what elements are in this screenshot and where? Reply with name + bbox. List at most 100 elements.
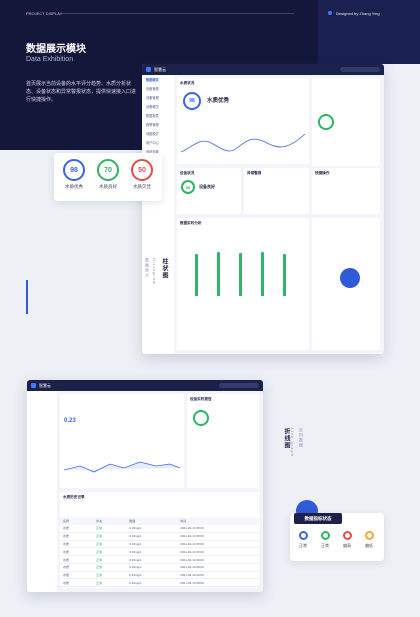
status-label: 偏高 <box>343 543 351 548</box>
legend-item: 50 水质欠佳 <box>126 159 158 190</box>
bar-chart-label: 柱状图 <box>161 258 167 279</box>
status-dot <box>320 531 330 540</box>
detail-window: 智慧云 0.23 设备实时报告 水质历史记录 名称 状态 数值 时间 水质 正常 0… <box>27 380 263 592</box>
status-label: 正常 <box>321 543 329 548</box>
page-subtitle: Data Exhibition <box>26 56 74 63</box>
bullet-icon <box>328 11 332 15</box>
line-chart-sub: Line graph <box>290 428 295 457</box>
quality-status: 水质优秀 <box>207 98 230 104</box>
divider <box>62 13 294 14</box>
table-cell: 水质 <box>60 578 94 588</box>
table-cell: 水质 <box>60 547 94 557</box>
bar <box>283 254 286 296</box>
status-dot <box>298 531 308 540</box>
sidebar-item[interactable]: 设备管理 <box>146 96 159 100</box>
table-row[interactable]: 水质 正常 0.23mg/L 2021-02-10 08:00 <box>60 525 259 533</box>
stats-panel <box>312 78 380 166</box>
shortcut-panel: 快捷操作 <box>312 168 380 214</box>
report-panel: 设备实时报告 <box>187 394 259 488</box>
page-description: 首页展示当前设备的水平评分趋势、水质分析状态、设备状态和异常警报状态，提供快速接… <box>26 81 137 103</box>
accent-bar <box>26 280 28 314</box>
sidebar <box>27 391 57 592</box>
sidebar-item[interactable]: 设备概况 <box>146 105 159 109</box>
panel-title: 设备状况 <box>180 171 195 175</box>
table-row[interactable]: 水质 正常 0.23mg/L 2021-02-10 08:00 <box>60 532 259 541</box>
table-cell: 2021-02-10 08:00 <box>177 540 259 549</box>
status-item: 偏低 <box>360 531 378 549</box>
table-row[interactable]: 水质 正常 0.23mg/L 2021-02-10 08:00 <box>60 555 259 564</box>
sidebar-item[interactable]: 数据报表 <box>146 114 159 118</box>
table-cell: 水质 <box>60 525 94 533</box>
table-cell: 2021-02-10 08:00 <box>177 525 259 533</box>
table-row[interactable]: 水质 正常 0.23mg/L 2021-02-10 08:00 <box>60 547 259 557</box>
score-ring: 98 <box>183 92 201 110</box>
table-cell: 0.23mg/L <box>126 578 178 588</box>
alarm-panel: 异常警报 <box>244 168 309 214</box>
line-chart <box>64 461 180 473</box>
legend-label: 水质优秀 <box>65 184 83 189</box>
table-cell: 0.23mg/L <box>126 532 178 541</box>
table-cell: 正常 <box>93 571 127 580</box>
app-name: 智慧云 <box>154 66 166 72</box>
table-cell: 0.23mg/L <box>126 525 178 533</box>
table-cell: 2021-02-10 08:00 <box>177 532 259 541</box>
bars-panel: 数据实时分析 <box>177 218 309 350</box>
bar <box>239 253 242 296</box>
trend-line-chart <box>181 133 305 153</box>
table-row[interactable]: 水质 正常 0.23mg/L 2021-02-10 08:00 <box>60 578 259 588</box>
table-cell: 2021-02-10 08:00 <box>177 555 259 564</box>
decor-circle <box>340 268 360 288</box>
column-header: 名称 <box>60 517 94 525</box>
bar-chart-sub: Histogram <box>152 258 157 286</box>
table-cell: 0.23mg/L <box>126 571 178 580</box>
panel-title: 设备实时报告 <box>190 397 212 401</box>
legend-label: 水质良好 <box>99 184 117 189</box>
table-cell: 正常 <box>93 547 127 557</box>
history-table-panel: 水质历史记录 名称 状态 数值 时间 水质 正常 0.23mg/L 2021-02-1… <box>60 492 259 588</box>
table-cell: 正常 <box>93 532 127 541</box>
bar <box>195 254 198 296</box>
dashboard-window: 智慧云 数据概览 设备管理 设备管理 设备概况 数据报表 报警管理 地图模式 用… <box>142 64 384 354</box>
status-label: 偏低 <box>365 543 373 548</box>
status-item: 偏高 <box>338 531 356 549</box>
sidebar-item[interactable]: 用户中心 <box>146 141 159 145</box>
table-cell: 2021-02-10 08:00 <box>177 547 259 557</box>
table-cell: 0.23mg/L <box>126 563 178 572</box>
legend-item: 98 水质优秀 <box>58 159 90 190</box>
bar-chart <box>187 246 297 296</box>
top-navbar: 智慧云 <box>142 64 384 75</box>
legend-ring: 98 <box>63 159 85 181</box>
sidebar-item[interactable]: 设备管理 <box>146 87 159 91</box>
column-header: 状态 <box>93 517 127 525</box>
history-table: 名称 状态 数值 时间 水质 正常 0.23mg/L 2021-02-10 08:00… <box>60 517 259 588</box>
sidebar-item[interactable]: 地图模式 <box>146 132 159 136</box>
legend-item: 70 水质良好 <box>92 159 124 190</box>
legend-ring: 50 <box>131 159 153 181</box>
legend-label: 水质欠佳 <box>133 184 151 189</box>
bar <box>217 252 220 296</box>
table-cell: 水质 <box>60 540 94 549</box>
table-row[interactable]: 水质 正常 0.23mg/L 2021-02-10 08:00 <box>60 571 259 580</box>
bar-chart-sub2: 数据显示 <box>145 258 150 278</box>
table-cell: 水质 <box>60 563 94 572</box>
table-row[interactable]: 水质 正常 0.23mg/L 2021-02-10 08:00 <box>60 540 259 549</box>
table-row[interactable]: 水质 正常 0.23mg/L 2021-02-10 08:00 <box>60 563 259 572</box>
panel-title: 异常警报 <box>247 171 262 175</box>
table-cell: 0.23mg/L <box>126 555 178 564</box>
page-title: 数据展示模块 <box>26 44 86 55</box>
status-card-title: 数据指标状态 <box>294 513 342 524</box>
column-header: 数值 <box>126 517 178 525</box>
line-chart-panel: 0.23 <box>60 394 184 488</box>
search-input[interactable] <box>219 383 259 388</box>
sidebar-item[interactable]: 报警管理 <box>146 123 159 127</box>
logo-icon <box>146 67 151 72</box>
quality-panel: 水质状况 98 水质优秀 <box>177 78 309 164</box>
app-name: 智慧云 <box>39 382 51 388</box>
column-header: 时间 <box>177 517 259 525</box>
table-cell: 水质 <box>60 555 94 564</box>
progress-ring <box>318 114 334 130</box>
sidebar-item[interactable]: 数据概览 <box>146 78 159 82</box>
sidebar-item[interactable]: 系统设置 <box>146 150 159 154</box>
device-status: 设备良好 <box>199 184 215 189</box>
search-input[interactable] <box>340 67 380 72</box>
